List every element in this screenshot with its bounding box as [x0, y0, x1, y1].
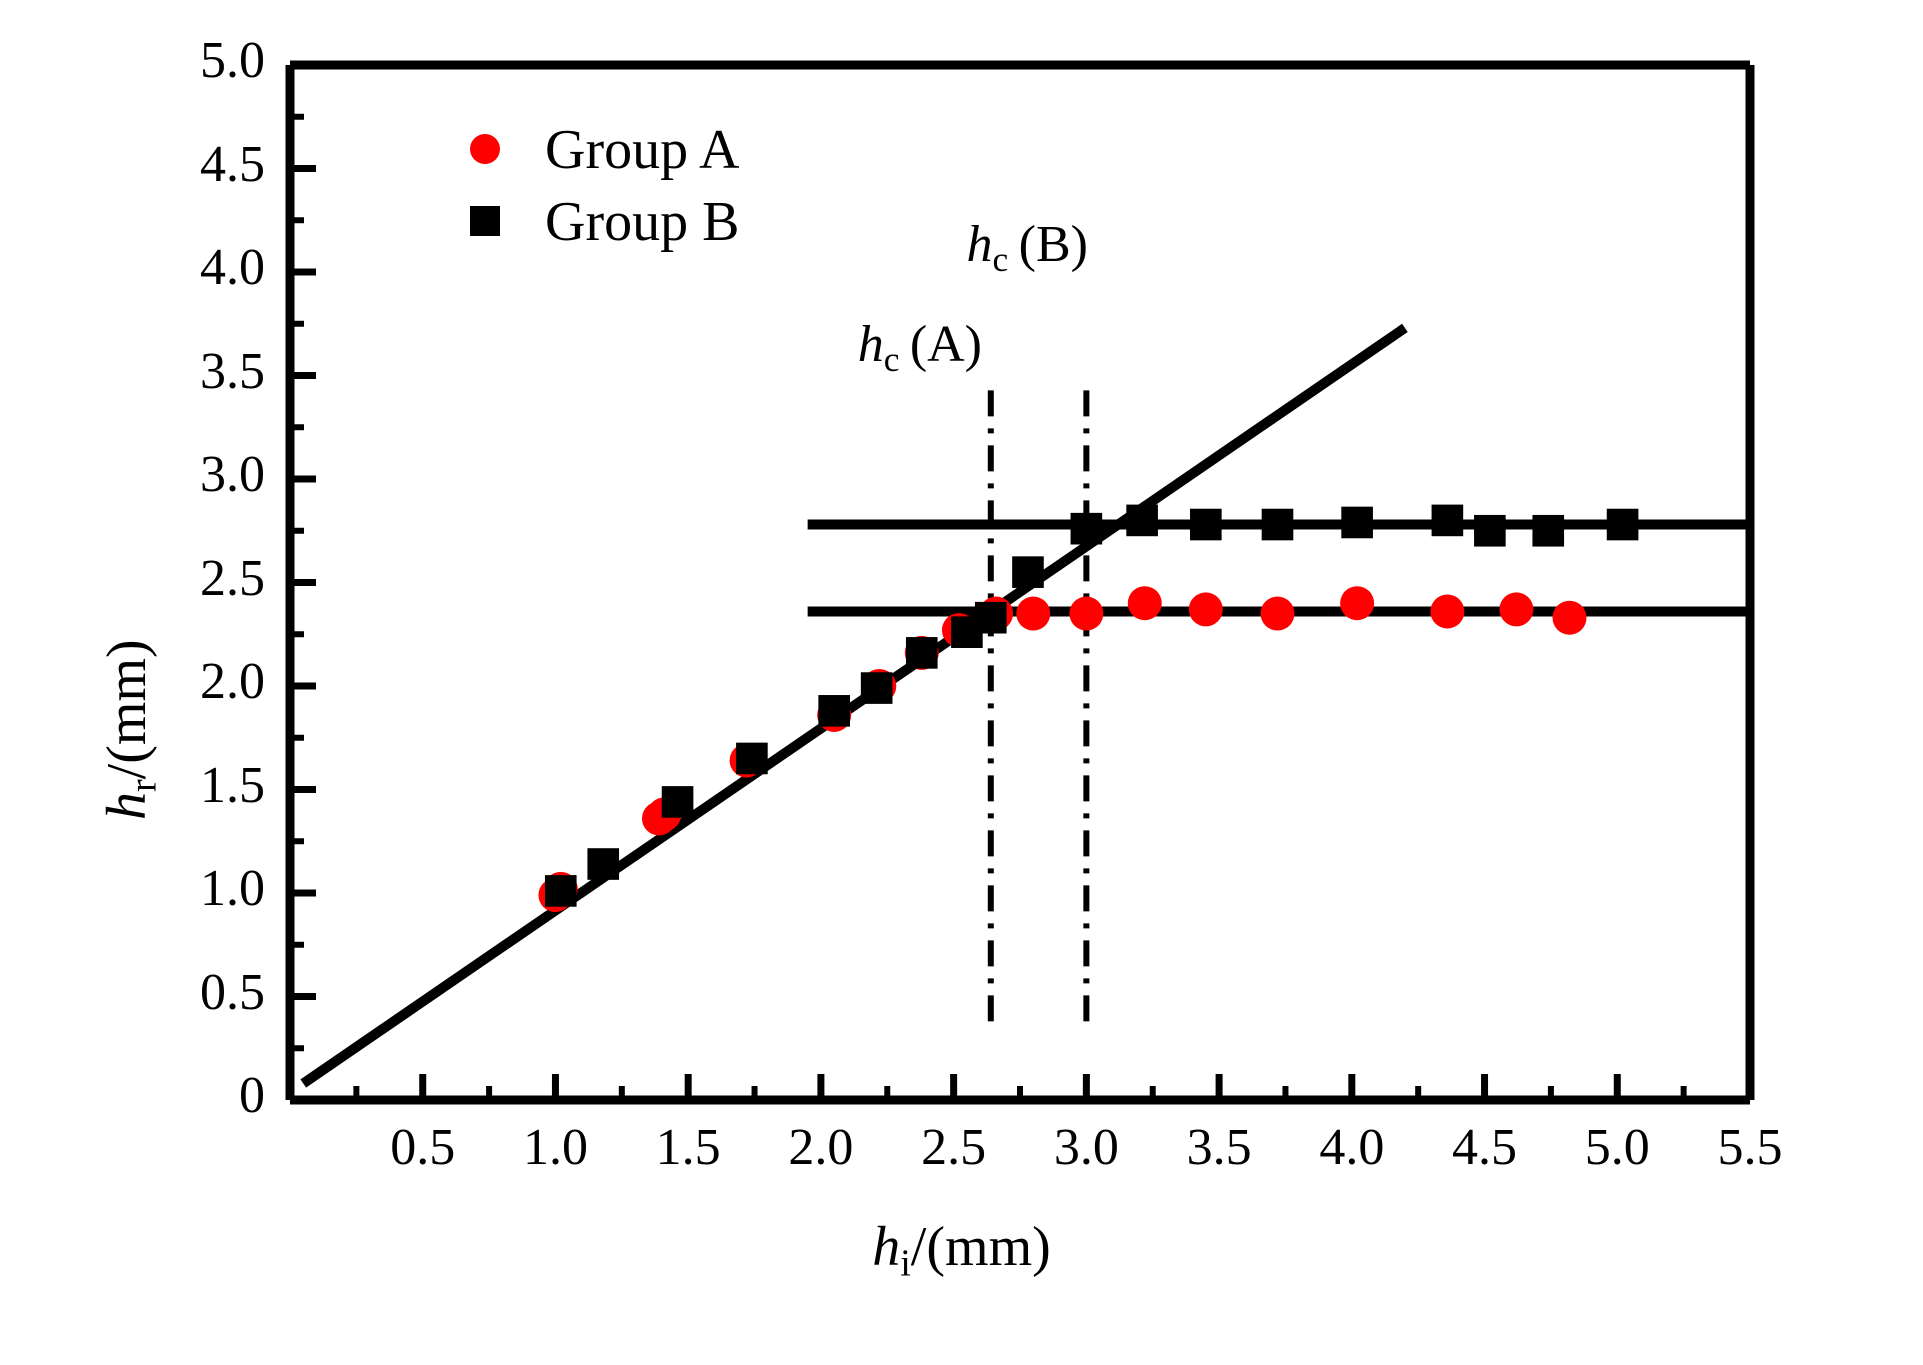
data-point-group-b: [1474, 514, 1506, 547]
data-point-group-b: [1261, 508, 1294, 541]
data-point-group-b: [905, 637, 938, 669]
hc-B-label: hc (B): [966, 216, 1088, 280]
y-tick-label: 2.5: [200, 549, 265, 607]
y-tick-label: 0.5: [200, 963, 265, 1021]
x-tick-label: 5.5: [1717, 1119, 1783, 1176]
data-point-group-b: [544, 875, 577, 907]
data-point-group-b: [661, 786, 694, 818]
x-tick-label: 1.0: [522, 1119, 588, 1176]
y-tick-label: 1.0: [200, 860, 265, 917]
data-point-group-a: [1069, 596, 1104, 631]
x-tick-label: 4.0: [1319, 1119, 1385, 1176]
x-axis-title: hi/(mm): [872, 1216, 1051, 1285]
y-tick-label: 4.5: [200, 135, 265, 193]
data-point-group-a: [1552, 600, 1587, 635]
x-tick-label: 1.5: [655, 1119, 721, 1176]
data-point-group-b: [736, 742, 768, 775]
x-tick-label: 2.0: [788, 1119, 854, 1176]
y-tick-label: 2.0: [200, 653, 265, 710]
legend-marker-group-a: [470, 134, 500, 164]
data-point-group-b: [860, 672, 893, 704]
data-point-group-b: [587, 848, 620, 880]
data-point-group-a: [1260, 596, 1295, 631]
data-point-group-a: [1016, 596, 1051, 631]
y-tick-label: 0: [239, 1067, 265, 1124]
data-point-group-b: [1431, 504, 1464, 537]
x-tick-label: 5.0: [1584, 1119, 1650, 1176]
hc-A-label: hc (A): [857, 315, 983, 379]
data-point-group-b: [1126, 504, 1158, 537]
data-point-group-b: [818, 695, 850, 727]
y-axis-title: hr/(mm): [96, 639, 165, 820]
y-tick-label: 3.5: [200, 342, 265, 400]
y-tick-label: 3.0: [200, 446, 265, 503]
data-point-group-b: [1341, 506, 1373, 539]
y-axis-title-wrapper: hr/(mm): [95, 639, 276, 891]
legend-marker-group-b: [470, 206, 500, 236]
y-tick-label: 4.0: [200, 239, 265, 296]
y-tick-label: 5.0: [200, 32, 265, 89]
x-tick-label: 4.5: [1452, 1119, 1518, 1176]
data-point-group-b: [974, 601, 1007, 634]
legend-label-group-a: Group A: [545, 119, 740, 181]
legend-label-group-b: Group B: [545, 191, 740, 253]
data-point-group-a: [1430, 594, 1465, 629]
data-point-group-b: [1190, 508, 1222, 541]
data-point-group-a: [1188, 592, 1223, 627]
identity-line-trendline: [300, 323, 1408, 1088]
x-tick-label: 3.0: [1053, 1119, 1119, 1176]
data-point-group-b: [1532, 514, 1565, 547]
data-point-group-a: [1499, 592, 1534, 627]
data-point-group-b: [1070, 512, 1103, 545]
y-tick-label: 1.5: [200, 756, 265, 814]
data-point-group-a: [1127, 586, 1162, 621]
x-tick-label: 0.5: [390, 1119, 456, 1176]
data-point-group-b: [1012, 556, 1044, 588]
x-tick-label: 3.5: [1186, 1119, 1252, 1176]
data-point-group-b: [1606, 508, 1639, 541]
x-tick-label: 2.5: [921, 1119, 987, 1176]
data-point-group-a: [1340, 586, 1375, 621]
